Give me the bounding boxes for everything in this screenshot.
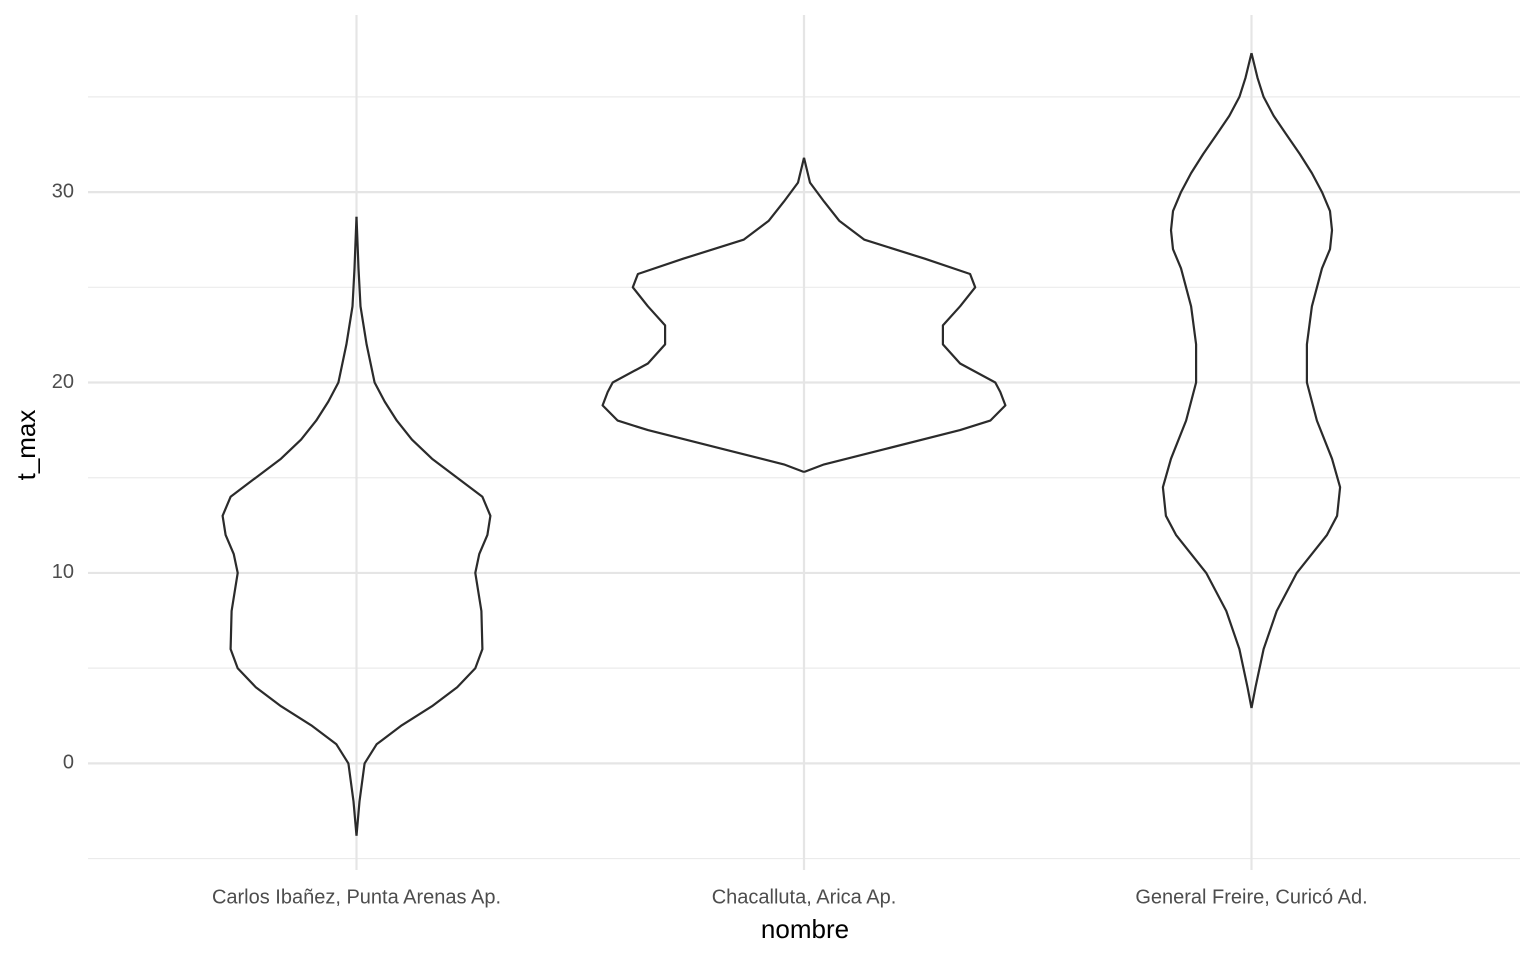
violin-outline: [802, 157, 1007, 474]
y-tick-label: 30: [52, 180, 74, 202]
y-axis-title: t_max: [11, 410, 41, 481]
x-tick-label: Carlos Ibañez, Punta Arenas Ap.: [212, 886, 501, 908]
x-tick-label: General Freire, Curicó Ad.: [1135, 886, 1367, 908]
y-tick-label: 10: [52, 561, 74, 583]
violin-outline: [1161, 52, 1253, 709]
x-tick-label: Chacalluta, Arica Ap.: [712, 886, 897, 908]
violin-outline: [355, 216, 492, 836]
y-tick-label: 20: [52, 371, 74, 393]
y-tick-label: 0: [63, 752, 74, 774]
x-axis-title: nombre: [761, 914, 849, 944]
violin-outline: [1250, 52, 1342, 709]
violin-outline: [221, 216, 358, 836]
violin-outline: [601, 157, 806, 474]
